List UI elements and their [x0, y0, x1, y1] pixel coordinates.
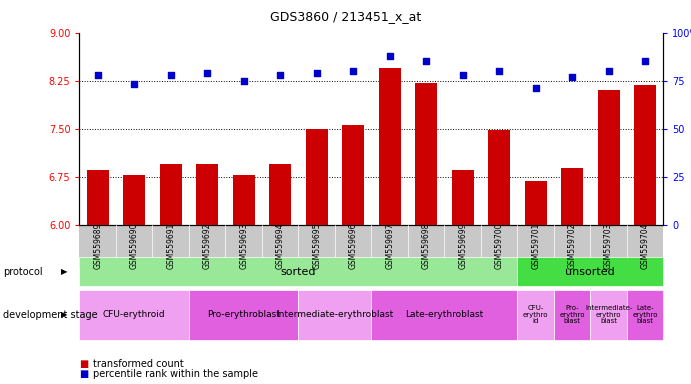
Point: [457, 72, 468, 78]
Text: GSM559701: GSM559701: [531, 223, 540, 269]
Text: percentile rank within the sample: percentile rank within the sample: [93, 369, 258, 379]
Point: [493, 68, 504, 74]
Text: Late-erythroblast: Late-erythroblast: [406, 310, 484, 319]
Point: [274, 72, 285, 78]
Text: GSM559696: GSM559696: [349, 222, 358, 269]
Bar: [342, 126, 364, 384]
Text: CFU-
erythro
id: CFU- erythro id: [523, 305, 549, 324]
Bar: [160, 164, 182, 384]
Text: GSM559694: GSM559694: [276, 222, 285, 269]
Text: GDS3860 / 213451_x_at: GDS3860 / 213451_x_at: [270, 10, 421, 23]
Text: GSM559689: GSM559689: [93, 223, 102, 269]
Point: [165, 72, 176, 78]
Bar: [305, 129, 328, 384]
Text: GSM559698: GSM559698: [422, 223, 430, 269]
Text: GSM559700: GSM559700: [495, 222, 504, 269]
Text: GSM559693: GSM559693: [239, 222, 248, 269]
Point: [567, 74, 578, 80]
Text: GSM559691: GSM559691: [167, 223, 176, 269]
Point: [348, 68, 359, 74]
Text: ▶: ▶: [61, 267, 68, 276]
Point: [640, 58, 651, 65]
Text: GSM559690: GSM559690: [130, 222, 139, 269]
Bar: [269, 164, 291, 384]
Point: [384, 53, 395, 59]
Text: transformed count: transformed count: [93, 359, 184, 369]
Text: GSM559702: GSM559702: [567, 223, 576, 269]
Text: GSM559704: GSM559704: [641, 222, 650, 269]
Text: Pro-erythroblast: Pro-erythroblast: [207, 310, 280, 319]
Text: GSM559697: GSM559697: [385, 222, 394, 269]
Point: [603, 68, 614, 74]
Text: Late-
erythro
blast: Late- erythro blast: [632, 305, 658, 324]
Text: protocol: protocol: [3, 266, 43, 277]
Text: GSM559703: GSM559703: [604, 222, 613, 269]
Bar: [561, 168, 583, 384]
Text: Pro-
erythro
blast: Pro- erythro blast: [560, 305, 585, 324]
Text: ▶: ▶: [61, 310, 68, 319]
Bar: [415, 83, 437, 384]
Text: development stage: development stage: [3, 310, 98, 320]
Bar: [452, 170, 473, 384]
Text: unsorted: unsorted: [565, 266, 615, 277]
Bar: [634, 85, 656, 384]
Bar: [123, 175, 145, 384]
Bar: [524, 181, 547, 384]
Bar: [598, 90, 620, 384]
Point: [238, 78, 249, 84]
Point: [421, 58, 432, 65]
Text: Intermediate-erythroblast: Intermediate-erythroblast: [276, 310, 394, 319]
Bar: [488, 130, 510, 384]
Text: GSM559695: GSM559695: [312, 222, 321, 269]
Text: GSM559699: GSM559699: [458, 222, 467, 269]
Bar: [87, 170, 108, 384]
Point: [202, 70, 213, 76]
Point: [92, 72, 103, 78]
Text: CFU-erythroid: CFU-erythroid: [103, 310, 166, 319]
Text: GSM559692: GSM559692: [202, 223, 211, 269]
Point: [311, 70, 322, 76]
Text: Intermediate-
erythro
blast: Intermediate- erythro blast: [585, 305, 632, 324]
Text: ■: ■: [79, 359, 88, 369]
Bar: [233, 175, 254, 384]
Bar: [379, 68, 401, 384]
Point: [530, 85, 541, 91]
Text: ■: ■: [79, 369, 88, 379]
Text: sorted: sorted: [281, 266, 316, 277]
Bar: [196, 164, 218, 384]
Point: [129, 81, 140, 88]
